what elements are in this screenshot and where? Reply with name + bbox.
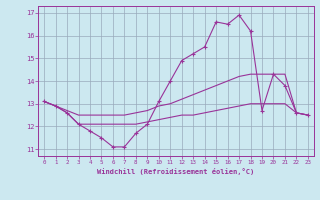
X-axis label: Windchill (Refroidissement éolien,°C): Windchill (Refroidissement éolien,°C) — [97, 168, 255, 175]
